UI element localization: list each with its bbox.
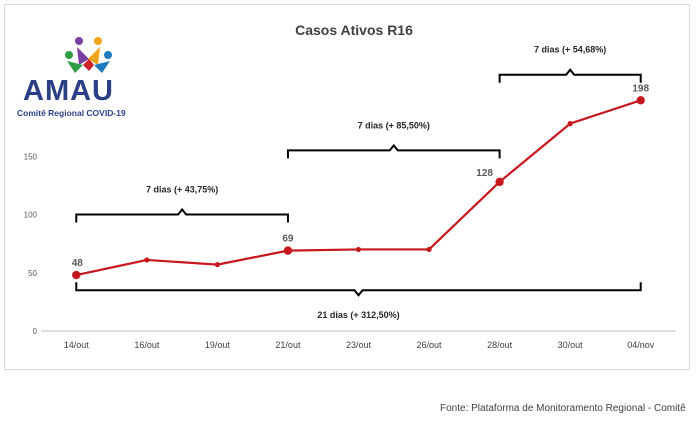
x-tick-label: 21/out <box>275 340 301 350</box>
amau-logo: AMAU Comitê Regional COVID-19 <box>15 35 147 121</box>
data-point <box>567 121 573 127</box>
data-point <box>283 246 293 255</box>
data-point <box>214 261 220 268</box>
data-point <box>636 96 645 105</box>
y-tick-label: 50 <box>28 269 37 278</box>
data-label: 69 <box>282 234 294 245</box>
data-point <box>72 270 81 280</box>
annotation-bracket <box>498 68 642 83</box>
y-tick-label: 100 <box>24 211 38 220</box>
annotation-bracket <box>75 282 642 297</box>
x-tick-label: 30/out <box>558 340 584 350</box>
logo-people-icon <box>65 37 112 73</box>
source-note: Fonte: Plataforma de Monitoramento Regio… <box>440 403 686 414</box>
x-tick-label: 23/out <box>346 340 372 350</box>
data-point <box>495 177 504 187</box>
data-point <box>355 246 362 253</box>
data-point <box>144 257 150 263</box>
annotation-bracket <box>286 143 501 159</box>
x-tick-label: 16/out <box>134 340 160 350</box>
logo-subtitle: Comitê Regional COVID-19 <box>17 108 126 118</box>
annotation-label: 7 dias (+ 43,75%) <box>146 185 218 195</box>
y-tick-label: 150 <box>24 152 38 161</box>
x-tick-label: 28/out <box>487 340 513 350</box>
data-label: 128 <box>476 168 493 179</box>
x-tick-label: 04/nov <box>627 340 655 350</box>
data-label: 198 <box>632 83 649 94</box>
annotation-label: 7 dias (+ 54,68%) <box>534 45 606 55</box>
data-point <box>426 246 432 253</box>
y-tick-label: 0 <box>33 327 38 336</box>
chart-frame: Casos Ativos R16 0 50 100 150 14/out 16/out 19… <box>4 4 690 370</box>
annotation-label: 7 dias (+ 85,50%) <box>358 120 430 130</box>
annotation-label: 21 dias (+ 312,50%) <box>317 310 399 320</box>
chart-title: Casos Ativos R16 <box>295 22 413 38</box>
x-tick-label: 19/out <box>205 340 231 350</box>
x-tick-label: 26/out <box>417 340 443 350</box>
x-tick-label: 14/out <box>64 340 90 350</box>
data-label: 48 <box>72 258 84 269</box>
logo-wordmark: AMAU <box>23 75 114 107</box>
annotation-bracket <box>75 207 289 223</box>
line-chart: Casos Ativos R16 0 50 100 150 14/out 16/out 19… <box>24 22 676 350</box>
